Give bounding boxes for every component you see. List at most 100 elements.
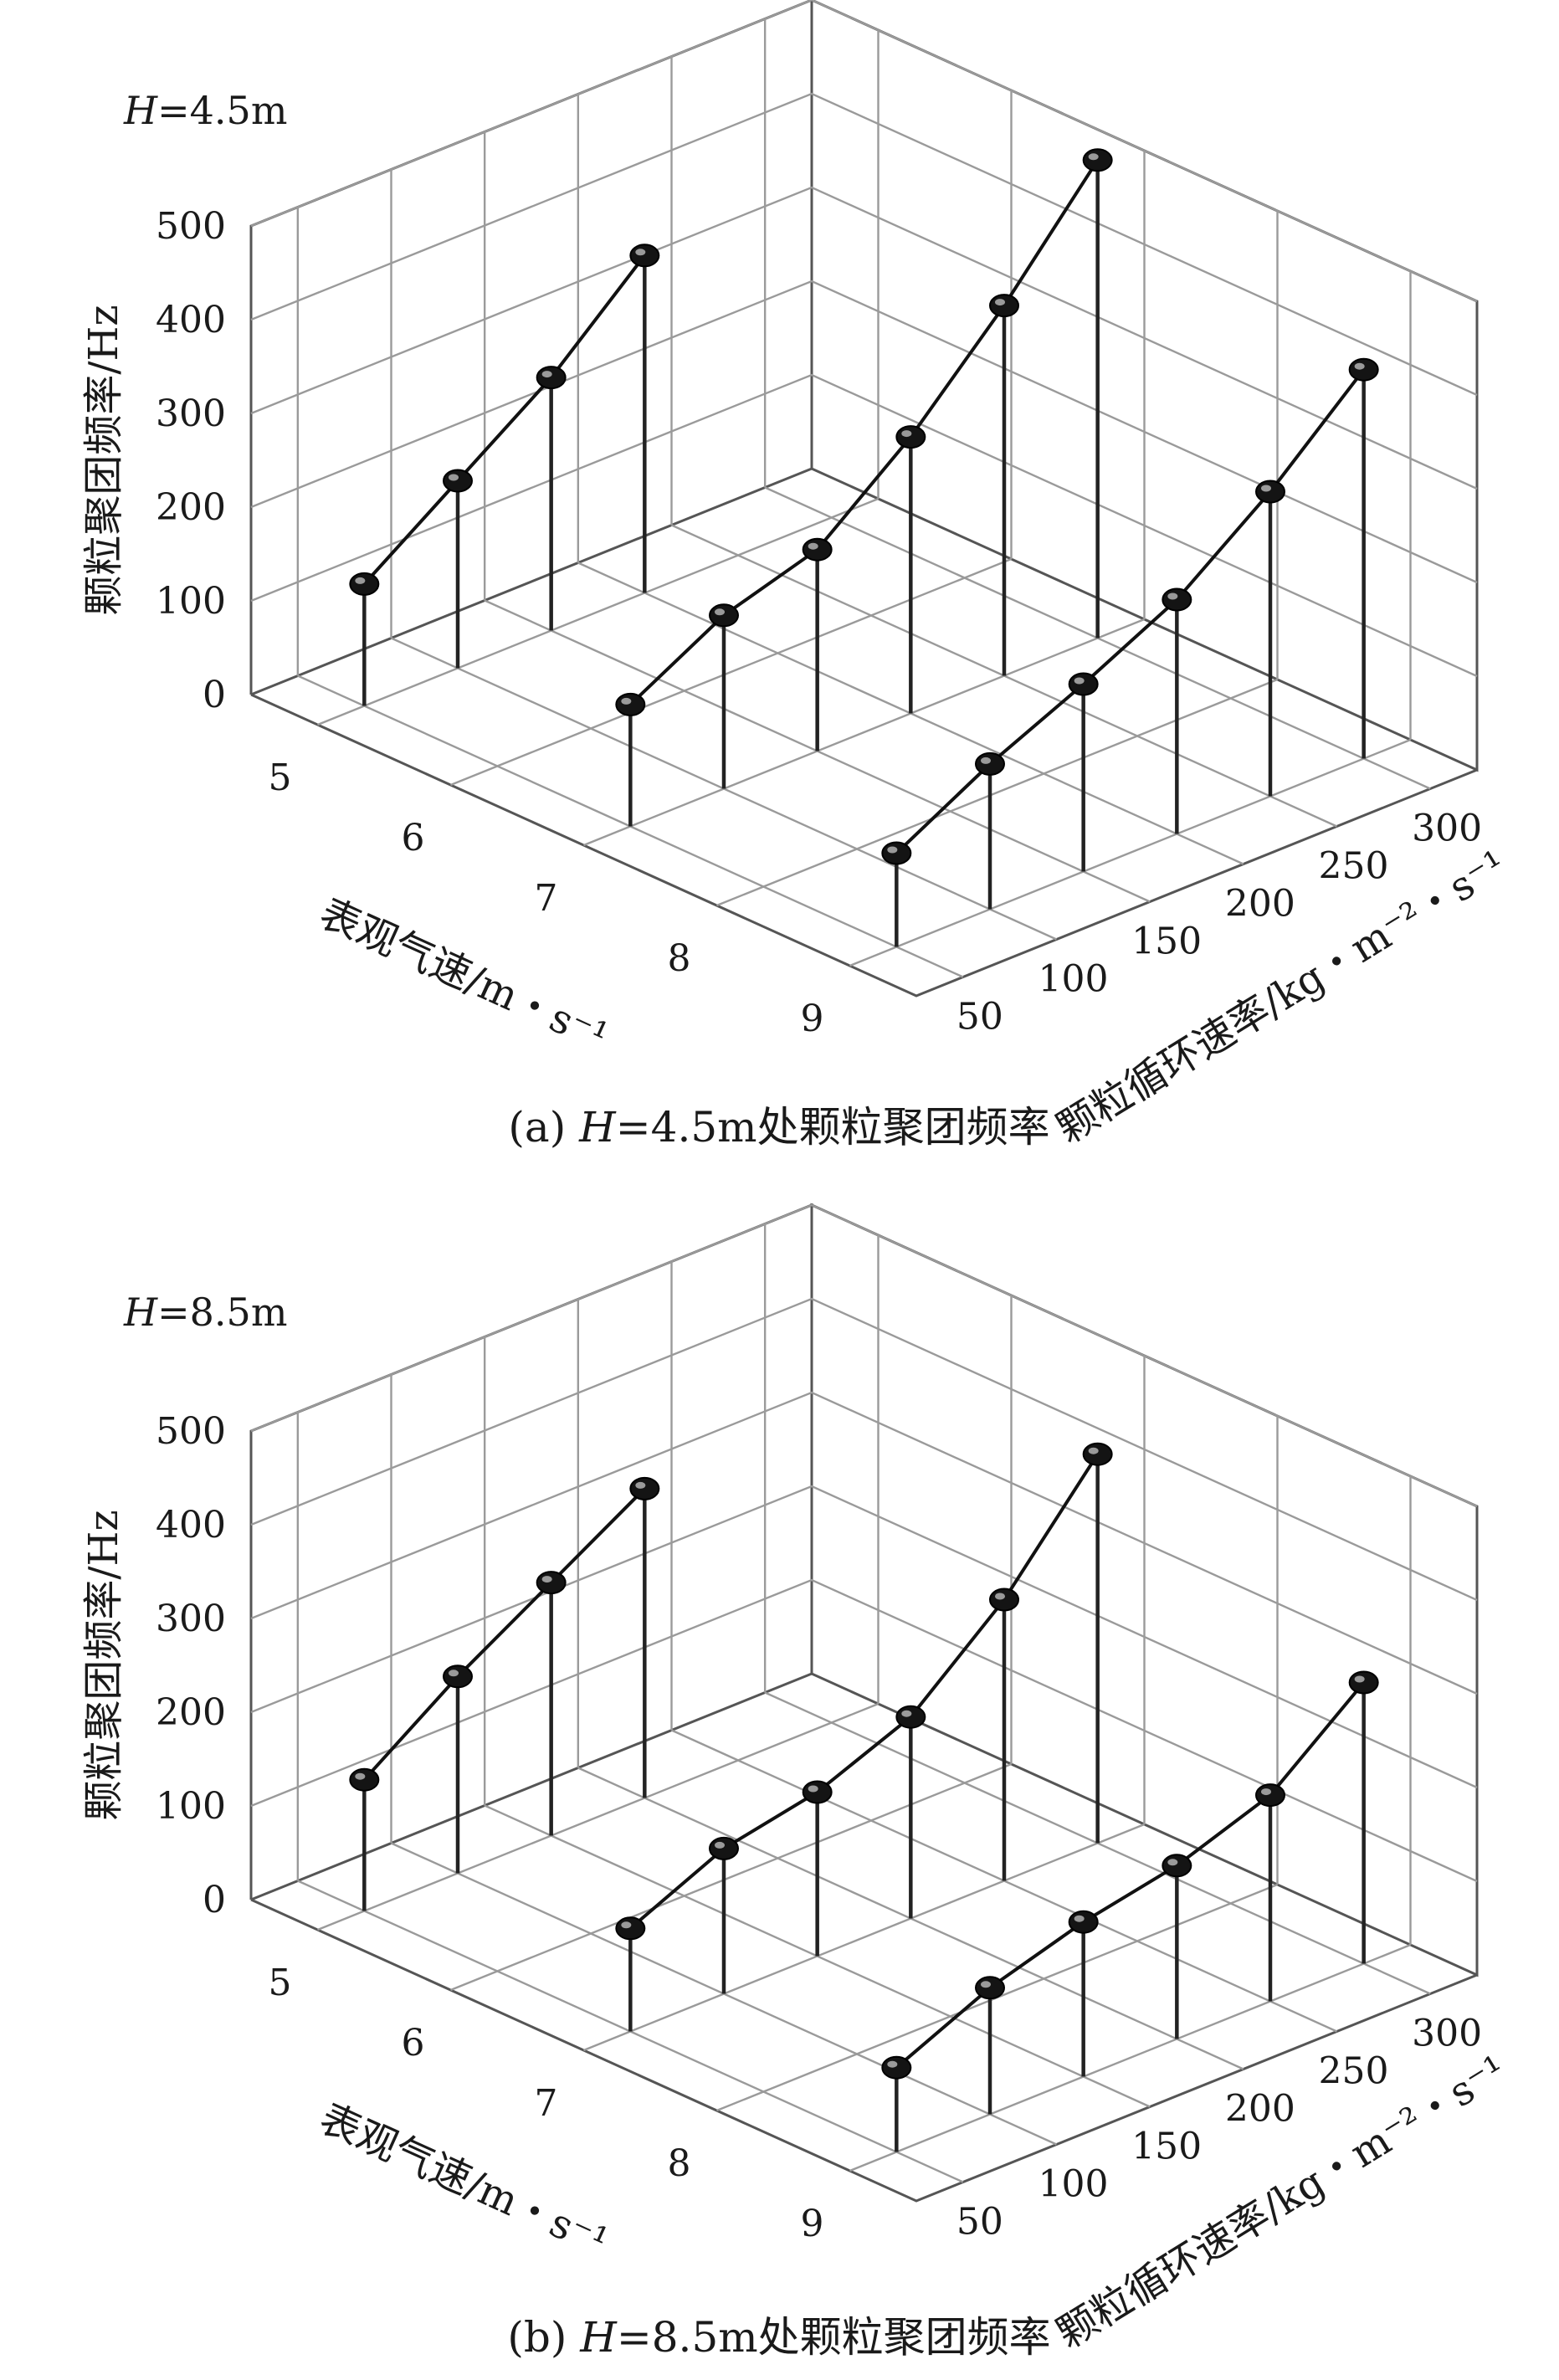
left-wall-frame: [249, 0, 813, 696]
z-tick-labels: 0 100 200 300 400 500: [156, 1410, 226, 1921]
z-tick-label: 400: [156, 1504, 226, 1546]
series-2: [881, 357, 1379, 947]
figure-caption: (a) H=4.5m处颗粒聚团频率: [508, 1103, 1049, 1152]
z-tick-label: 200: [156, 1691, 226, 1734]
x-tick-label: 6: [402, 2022, 425, 2065]
data-point: [1068, 672, 1099, 696]
x-tick-label: 7: [535, 877, 558, 920]
data-point: [802, 1780, 833, 1804]
data-point: [1082, 148, 1113, 172]
chart-panel-b: 0 100 200 300 400 500 5 6 7 8 9 50 100 150 200 250 300 颗粒…: [80, 1203, 1515, 2362]
floor-gridline-x: [583, 618, 1145, 847]
y-tick-label: 100: [1038, 958, 1109, 1001]
series-line: [362, 1487, 646, 1782]
data-point-highlight: [635, 1481, 646, 1489]
series-2: [881, 1670, 1379, 2152]
y-tick-label: 200: [1225, 2088, 1295, 2131]
data-point: [443, 1664, 473, 1689]
data-point: [629, 244, 660, 268]
data-point: [1162, 1854, 1192, 1878]
x-tick-label: 8: [668, 2142, 691, 2185]
data-point-highlight: [715, 1841, 725, 1849]
x-tick-label: 5: [269, 1962, 292, 2004]
data-point: [1255, 480, 1285, 504]
z-tick-label: 100: [156, 1785, 226, 1828]
z-tick-label: 500: [156, 205, 226, 248]
wall-gridline-z: [250, 0, 1478, 303]
data-point-highlight: [1261, 485, 1271, 492]
z-tick-label: 300: [156, 1598, 226, 1640]
data-point-highlight: [541, 371, 552, 378]
data-point: [1348, 357, 1379, 382]
x-tick-labels: 5 6 7 8 9: [269, 757, 824, 1040]
z-axis-title: 颗粒聚团频率/Hz: [80, 305, 127, 615]
left-wall-frame: [249, 1203, 813, 1901]
y-tick-label: 150: [1131, 2126, 1202, 2168]
floor-gridline-x: [450, 1762, 1012, 1992]
data-point-highlight: [635, 249, 646, 256]
data-point: [1082, 1442, 1113, 1466]
floor-gridline-x: [716, 678, 1278, 907]
floor-gridline-x: [583, 1823, 1145, 2052]
wall-gridline-z: [250, 1578, 1478, 1883]
series-0: [349, 1476, 660, 1911]
data-point-highlight: [1074, 677, 1085, 685]
z-tick-label: 300: [156, 392, 226, 435]
data-point-highlight: [1167, 592, 1178, 600]
wall-gridline-z: [250, 1485, 1478, 1789]
floor-gridline-x: [317, 497, 879, 726]
data-point: [881, 2055, 912, 2080]
panel-label: H=8.5m: [123, 1290, 287, 1335]
data-point-highlight: [1088, 153, 1099, 161]
data-point: [881, 841, 912, 865]
z-tick-label: 200: [156, 486, 226, 529]
floor-frame: [250, 1898, 1478, 2203]
data-point-highlight: [981, 757, 991, 764]
data-point-highlight: [887, 2060, 898, 2068]
x-axis-title: 表观气速/m・s⁻¹: [313, 890, 615, 1060]
data-point-highlight: [1261, 1788, 1271, 1796]
z-axis-title: 颗粒聚团频率/Hz: [80, 1510, 127, 1820]
y-tick-label: 50: [956, 996, 1003, 1039]
data-point: [989, 294, 1019, 318]
data-point: [1068, 1910, 1099, 1934]
series-0: [349, 244, 660, 706]
floor-frame: [250, 693, 1478, 998]
data-point-highlight: [621, 1921, 632, 1929]
floor-gridline-x: [450, 557, 1012, 787]
y-tick-label: 300: [1412, 808, 1482, 850]
data-point-highlight: [1167, 1859, 1178, 1866]
data-point: [443, 469, 473, 493]
wall-gridline-z: [250, 186, 1478, 490]
series-1: [615, 1442, 1113, 2032]
wall-gridline-z: [250, 280, 1478, 584]
z-tick-label: 0: [203, 1879, 226, 1921]
y-tick-labels: 50 100 150 200 250 300: [956, 808, 1482, 1039]
gridlines: [250, 0, 1478, 978]
data-point-highlight: [355, 577, 366, 584]
z-tick-label: 500: [156, 1410, 226, 1453]
panel-label: H=4.5m: [123, 88, 287, 133]
data-point: [629, 1476, 660, 1500]
data-point-highlight: [1354, 1675, 1365, 1683]
data-point-highlight: [355, 1772, 366, 1780]
y-tick-label: 250: [1319, 845, 1389, 888]
data-point: [895, 425, 926, 449]
wall-gridline-z: [250, 1297, 1478, 1602]
z-tick-label: 0: [203, 674, 226, 716]
series-line: [362, 254, 646, 586]
data-point: [536, 1571, 567, 1595]
data-point-highlight: [887, 846, 898, 854]
z-tick-label: 400: [156, 299, 226, 341]
data-point: [895, 1705, 926, 1729]
series-line: [895, 368, 1366, 854]
wall-gridline-z: [250, 373, 1478, 678]
x-tick-label: 7: [535, 2082, 558, 2125]
wall-gridline-z: [250, 92, 1478, 397]
data-point: [709, 1836, 739, 1860]
data-point-highlight: [901, 1710, 912, 1717]
figure-caption: (b) H=8.5m处颗粒聚团频率: [507, 2313, 1050, 2362]
data-point: [1162, 587, 1192, 612]
x-tick-labels: 5 6 7 8 9: [269, 1962, 824, 2245]
